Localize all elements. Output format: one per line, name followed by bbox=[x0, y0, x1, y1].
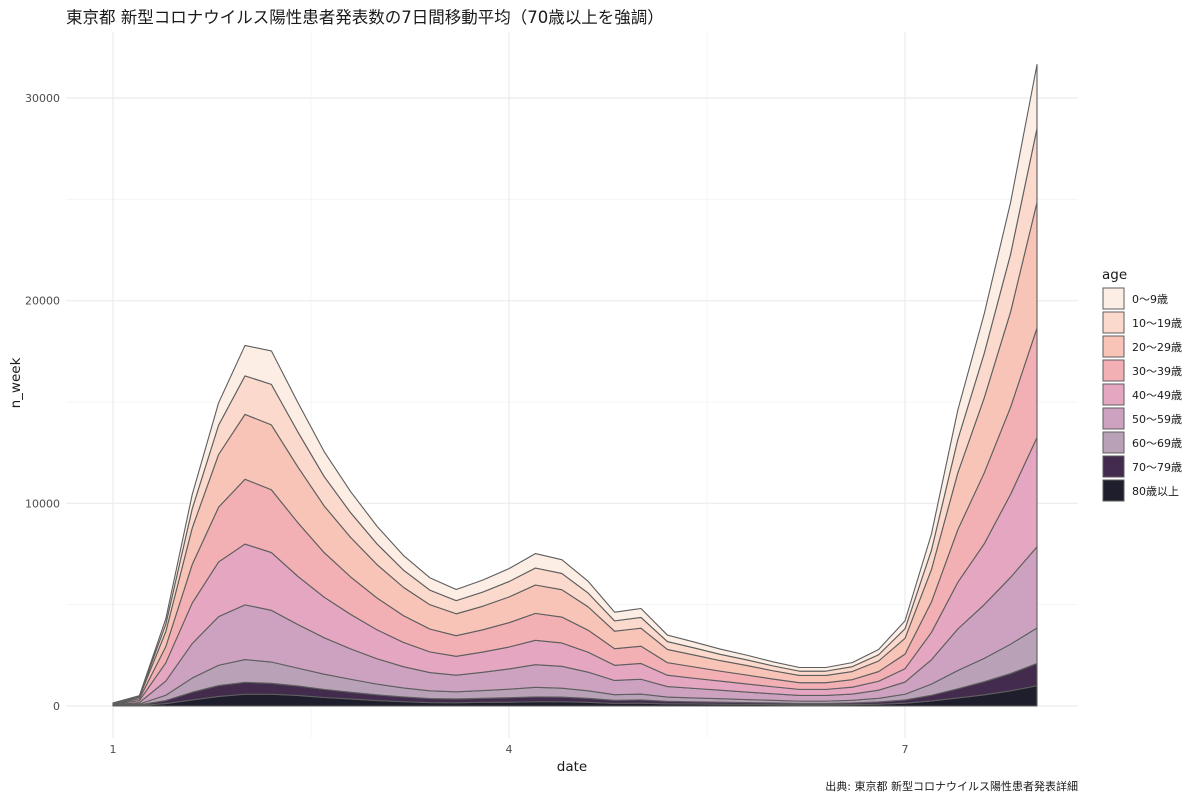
legend-label: 50〜59歳 bbox=[1132, 413, 1182, 426]
caption: 出典: 東京都 新型コロナウイルス陽性患者発表詳細 bbox=[825, 780, 1078, 793]
legend-title: age bbox=[1102, 267, 1127, 283]
legend-key bbox=[1102, 479, 1125, 502]
legend-key bbox=[1102, 311, 1125, 334]
x-axis-title: date bbox=[557, 759, 587, 775]
legend-label: 70〜79歳 bbox=[1132, 461, 1182, 474]
y-tick-label: 20000 bbox=[25, 295, 60, 308]
area-series-8 bbox=[112, 64, 1038, 704]
legend-label: 0〜9歳 bbox=[1132, 293, 1168, 306]
legend-label: 20〜29歳 bbox=[1132, 341, 1182, 354]
legend-key bbox=[1102, 407, 1125, 430]
legend-key bbox=[1102, 359, 1125, 382]
legend-label: 10〜19歳 bbox=[1132, 317, 1182, 330]
legend-key bbox=[1102, 383, 1125, 406]
legend: age 0〜9歳 10〜19歳 20〜29歳 30〜39歳 40〜49歳 50〜59歳 60… bbox=[1102, 267, 1182, 502]
x-tick-label: 7 bbox=[902, 743, 909, 756]
legend-key bbox=[1102, 287, 1125, 310]
legend-label: 80歳以上 bbox=[1132, 485, 1179, 498]
y-axis-title: n_week bbox=[8, 357, 24, 408]
y-axis: 0 10000 20000 30000 bbox=[25, 92, 60, 713]
x-tick-label: 4 bbox=[506, 743, 513, 756]
legend-key bbox=[1102, 335, 1125, 358]
legend-label: 60〜69歳 bbox=[1132, 437, 1182, 450]
y-tick-label: 10000 bbox=[25, 497, 60, 510]
y-tick-label: 30000 bbox=[25, 92, 60, 105]
legend-label: 30〜39歳 bbox=[1132, 365, 1182, 378]
chart-title: 東京都 新型コロナウイルス陽性患者発表数の7日間移動平均（70歳以上を強調） bbox=[66, 8, 664, 27]
x-axis: 1 4 7 bbox=[110, 743, 909, 756]
legend-key bbox=[1102, 431, 1125, 454]
legend-key bbox=[1102, 455, 1125, 478]
stacked-areas bbox=[112, 64, 1038, 707]
legend-label: 40〜49歳 bbox=[1132, 389, 1182, 402]
x-tick-label: 1 bbox=[110, 743, 117, 756]
y-tick-label: 0 bbox=[53, 700, 60, 713]
